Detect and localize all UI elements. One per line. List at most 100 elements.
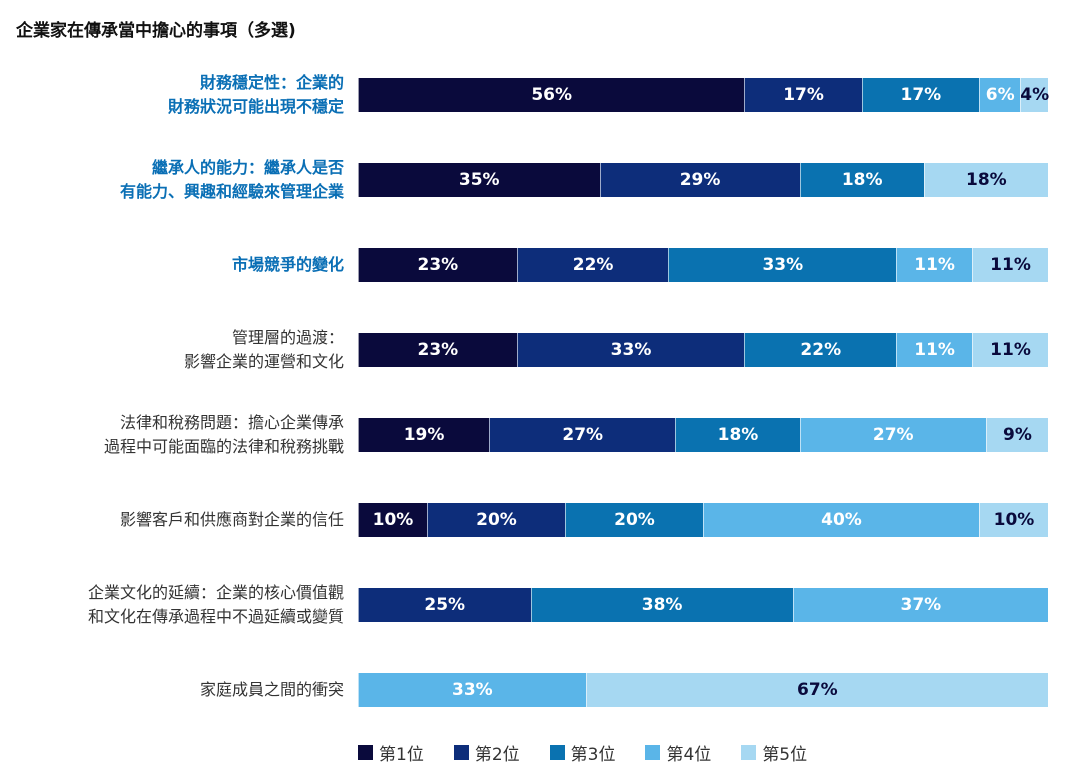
bar-segment-4: 11% [896, 248, 973, 282]
stacked-bar: 33% 67% [358, 673, 1048, 707]
bar-segment-3: 33% [668, 248, 897, 282]
data-label: 17% [900, 85, 942, 105]
data-label: 11% [914, 255, 955, 275]
category-label: 法律和稅務問題：擔心企業傳承過程中可能面臨的法律和稅務挑戰 [4, 411, 344, 459]
data-label: 11% [990, 340, 1031, 360]
bar-segment-5: 4% [1020, 78, 1050, 112]
bar-segment-3: 18% [675, 418, 800, 452]
bar-segment-5: 11% [972, 248, 1048, 282]
data-label: 33% [762, 255, 804, 275]
category-label-line: 管理層的過渡： [231, 328, 344, 347]
category-label-line: 有能力、興趣和經驗來管理企業 [119, 182, 344, 201]
category-label: 財務穩定性：企業的 財務狀況可能出現不穩定 [4, 71, 344, 119]
data-label: 18% [966, 170, 1007, 190]
bar-segment-1: 35% [358, 163, 600, 197]
category-label-line: 過程中可能面臨的法律和稅務挑戰 [103, 437, 344, 456]
bar-segment-4: 27% [799, 418, 986, 452]
stacked-bar: 23% 22% 33% 11% 11% [358, 248, 1048, 282]
data-label: 22% [800, 340, 842, 360]
bar-segment-5: 10% [979, 503, 1048, 537]
legend-item: 第2位 [453, 740, 520, 765]
legend-swatch [358, 745, 373, 760]
data-label: 20% [476, 510, 517, 530]
data-label: 17% [783, 85, 824, 105]
data-label: 40% [821, 510, 862, 530]
data-label: 19% [403, 425, 445, 445]
legend-label: 第2位 [474, 745, 520, 765]
data-label: 10% [372, 510, 414, 530]
legend-item: 第3位 [549, 740, 616, 765]
legend-item: 第1位 [358, 740, 424, 765]
bar-segment-1: 23% [358, 248, 517, 282]
legend-label: 第1位 [379, 745, 424, 765]
data-label: 4% [1020, 85, 1050, 105]
data-label: 11% [914, 340, 955, 360]
data-label: 23% [417, 255, 459, 275]
data-label: 27% [872, 425, 914, 445]
data-label: 20% [614, 510, 655, 530]
legend-item: 第4位 [645, 740, 711, 765]
category-label: 繼承人的能力：繼承人是否有能力、興趣和經驗來管理企業 [4, 156, 344, 204]
category-label-line: 財務狀況可能出現不穩定 [167, 97, 344, 116]
legend: 第1位 第2位 第3位 第4位 第5位 [358, 740, 807, 765]
data-label: 37% [900, 595, 942, 615]
legend-item: 第5位 [741, 740, 807, 765]
bar-segment-2: 33% [516, 333, 745, 367]
data-label: 23% [417, 340, 459, 360]
bar-segment-2: 27% [489, 418, 676, 452]
data-label: 67% [796, 680, 838, 700]
category-label-line: 影響客戶和供應商對企業的信任 [119, 510, 344, 529]
data-label: 10% [993, 510, 1035, 530]
bar-segment-5: 67% [585, 673, 1048, 707]
bar-segment-3: 38% [530, 588, 793, 622]
legend-swatch [645, 745, 661, 760]
data-label: 33% [610, 340, 652, 360]
bar-segment-1: 19% [358, 418, 490, 452]
data-label: 29% [679, 170, 721, 190]
bar-segment-3: 22% [744, 333, 897, 367]
category-label: 企業文化的延續：企業的核心價值觀 和文化在傳承過程中不過延續或變質 [4, 581, 344, 629]
bar-segment-2: 25% [358, 588, 531, 622]
stacked-bar: 25% 38% 37% [358, 588, 1048, 622]
category-label-line: 家庭成員之間的衝突 [199, 680, 344, 699]
bar-segment-2: 20% [427, 503, 565, 537]
data-label: 6% [985, 85, 1015, 105]
category-label-line: 法律和稅務問題：擔心企業傳承 [119, 413, 344, 432]
bar-segment-5: 11% [972, 333, 1048, 367]
data-label: 18% [841, 170, 883, 190]
stacked-bar: 19% 27% 18% 27% 9% [358, 418, 1048, 452]
data-label: 56% [531, 85, 573, 105]
bar-segment-2: 17% [744, 78, 862, 112]
bar-segment-4: 33% [358, 673, 586, 707]
bar-segment-3: 17% [861, 78, 979, 112]
category-label-line: 企業文化的延續：企業的核心價值觀 [87, 583, 344, 602]
category-label: 管理層的過渡： 影響企業的運營和文化 [4, 326, 344, 374]
data-label: 35% [458, 170, 500, 190]
bar-segment-3: 20% [565, 503, 703, 537]
legend-swatch [741, 745, 757, 760]
data-label: 27% [562, 425, 604, 445]
category-label: 家庭成員之間的衝突 [4, 678, 344, 702]
category-label: 影響客戶和供應商對企業的信任 [4, 508, 344, 532]
bar-segment-4: 40% [703, 503, 979, 537]
bar-segment-5: 9% [985, 418, 1048, 452]
stacked-bar: 35% 29% 18% 18% [358, 163, 1048, 197]
bar-segment-2: 29% [599, 163, 800, 197]
legend-swatch [453, 745, 469, 760]
stacked-bar: 10% 20% 20% 40% 10% [358, 503, 1048, 537]
category-label: 市場競爭的變化 [4, 253, 344, 277]
data-label: 9% [1002, 425, 1032, 445]
category-label-line: 繼承人的能力：繼承人是否 [151, 158, 344, 177]
category-label-line: 影響企業的運營和文化 [183, 352, 344, 371]
bar-segment-1: 23% [358, 333, 517, 367]
legend-label: 第3位 [570, 745, 616, 765]
data-label: 18% [717, 425, 759, 445]
legend-label: 第4位 [666, 745, 712, 765]
stacked-bar: 23% 33% 22% 11% 11% [358, 333, 1048, 367]
data-label: 38% [641, 595, 683, 615]
data-label: 25% [424, 595, 466, 615]
chart-title: 企業家在傳承當中擔心的事項（多選) [16, 21, 296, 41]
bar-segment-4: 6% [978, 78, 1021, 112]
bar-segment-2: 22% [516, 248, 669, 282]
legend-swatch [549, 745, 565, 760]
